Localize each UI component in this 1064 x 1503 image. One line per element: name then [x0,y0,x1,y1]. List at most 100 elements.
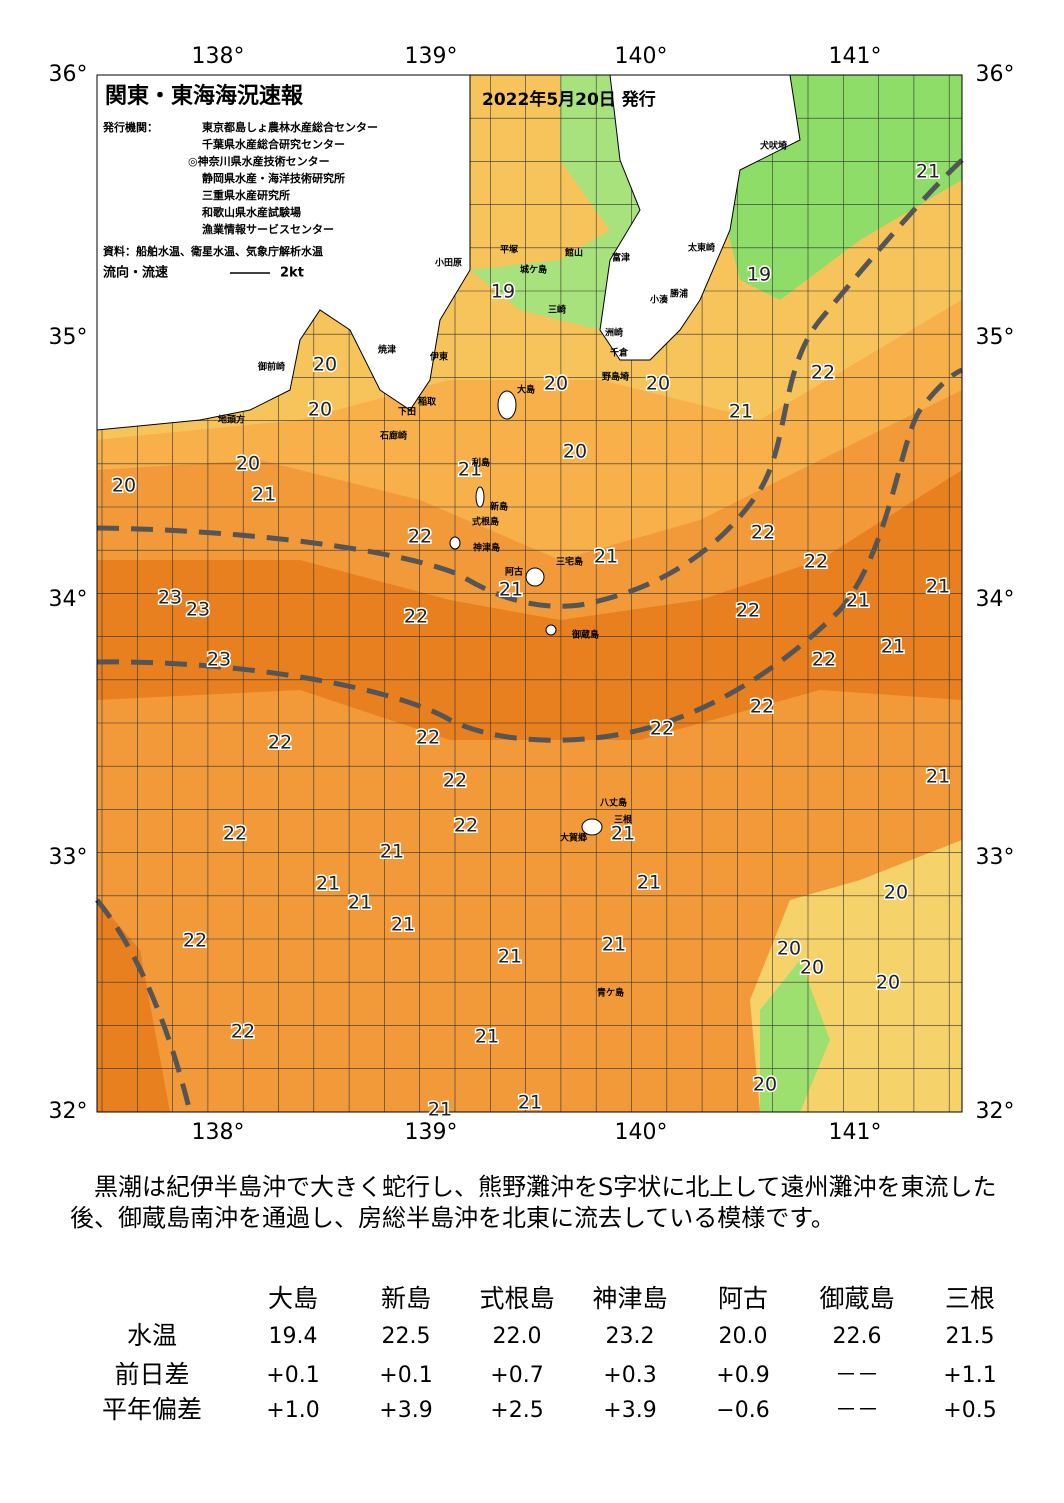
temperature-label: 22 [736,600,760,622]
island [475,486,485,508]
longitude-label: 141° [829,44,882,69]
place-name: 新島 [490,501,508,513]
temperature-label: 22 [416,727,440,749]
place-name: 御前崎 [257,361,285,373]
column-header: 式根島 [479,1284,554,1313]
warm-patch [97,900,170,1112]
table-cell: +2.5 [490,1398,543,1423]
place-name: 三崎 [548,304,566,316]
latitude-label: 33° [49,845,88,870]
temperature-label: 21 [391,914,415,936]
temperature-label: 21 [475,1026,499,1048]
islands [449,390,603,836]
header-text: 発行機関： [102,120,158,134]
table-cell: 22.0 [493,1324,542,1349]
temperature-label: 21 [611,823,635,845]
place-name: 大賀郷 [560,832,587,844]
row-header: 水温 [127,1321,177,1350]
island [525,567,545,587]
latitude-label: 34° [49,587,88,612]
land-honshu [96,74,471,431]
temperature-label: 22 [650,718,674,740]
temperature-label: 21 [729,401,753,423]
temperature-label: 23 [186,599,210,621]
land-boso [599,74,801,361]
temperature-label: 20 [112,475,136,497]
temperature-label: 21 [594,546,618,568]
header-text: 2022年5月20日 発行 [482,89,656,110]
table-cell: +0.9 [716,1363,769,1388]
temperature-label: 22 [183,930,207,952]
temperature-label: 23 [207,649,231,671]
issuer: 静岡県水産・海洋技術研究所 [202,171,345,185]
longitude-label: 138° [192,1120,245,1145]
place-name: 小湊 [649,294,669,306]
table-cell: −0.6 [716,1398,769,1423]
temperature-label: 20 [308,399,332,421]
table-cell: +1.0 [266,1398,319,1423]
kuroshio-path [95,898,193,1113]
place-name: 大島 [517,384,535,396]
kuroshio-path [96,158,964,609]
temperature-label: 21 [498,946,522,968]
temperature-label: 20 [800,957,824,979]
temperature-label: 21 [458,459,482,481]
issuer: 東京都島しょ農林水産総合センター [202,120,378,134]
place-name: 伊東 [429,351,448,363]
temperature-label: 21 [518,1092,542,1114]
latitude-label: 35° [976,325,1015,350]
issuer: 和歌山県水産試験場 [202,205,301,219]
temperature-label: 20 [236,453,260,475]
issuer: 三重県水産研究所 [202,188,290,202]
grid [97,75,962,1113]
header-text: 資料：船舶水温、衛星水温、気象庁解析水温 [103,244,323,258]
island [545,624,557,636]
row-header: 平年偏差 [102,1395,202,1424]
temperature-label: 22 [223,823,247,845]
temperature-label: 20 [876,972,900,994]
table-cell: 22.5 [382,1324,431,1349]
temperature-label: 21 [499,579,523,601]
warm-band [97,470,962,740]
latitude-label: 35° [49,325,88,350]
table-cell: +0.5 [943,1398,996,1423]
table-cell: 23.2 [606,1324,655,1349]
header-text: 関東・東海海況速報 [105,83,304,109]
island [497,390,517,420]
temperature-label: 20 [777,938,801,960]
latitude-label: 32° [49,1099,88,1124]
table-cell: 19.4 [269,1324,318,1349]
place-name: 稲取 [418,396,437,408]
place-name: 焼津 [378,344,396,356]
longitude-label: 139° [405,44,458,69]
temperature-label: 22 [804,551,828,573]
kuroshio-path [96,367,964,743]
place-name: 平塚 [500,244,518,256]
latitude-label: 32° [976,1099,1015,1124]
place-name: 石廊崎 [379,430,407,442]
place-name: 御蔵島 [571,629,599,641]
latitude-label: 34° [976,587,1015,612]
place-name: 青ケ島 [597,987,624,999]
table-cell: 21.5 [946,1324,995,1349]
bay-zone [470,75,640,330]
temperature-label: 22 [454,815,478,837]
issuer: ◎神奈川県水産技術センター [188,154,330,168]
place-name: 勝浦 [670,288,688,300]
place-name: 犬吠埼 [759,140,787,152]
column-header: 三根 [945,1284,995,1313]
place-name: 神津島 [473,542,500,554]
temperature-label: 20 [544,373,568,395]
table-cell: +0.7 [490,1363,543,1388]
temperature-label: 22 [751,522,775,544]
place-name: 太東崎 [687,242,715,254]
temperature-label: 21 [637,872,661,894]
latitude-label: 36° [976,62,1015,87]
place-name: 地頭方 [218,414,245,426]
temperature-label: 21 [348,892,372,914]
temperature-label: 20 [313,354,337,376]
place-name: 洲崎 [605,327,623,339]
